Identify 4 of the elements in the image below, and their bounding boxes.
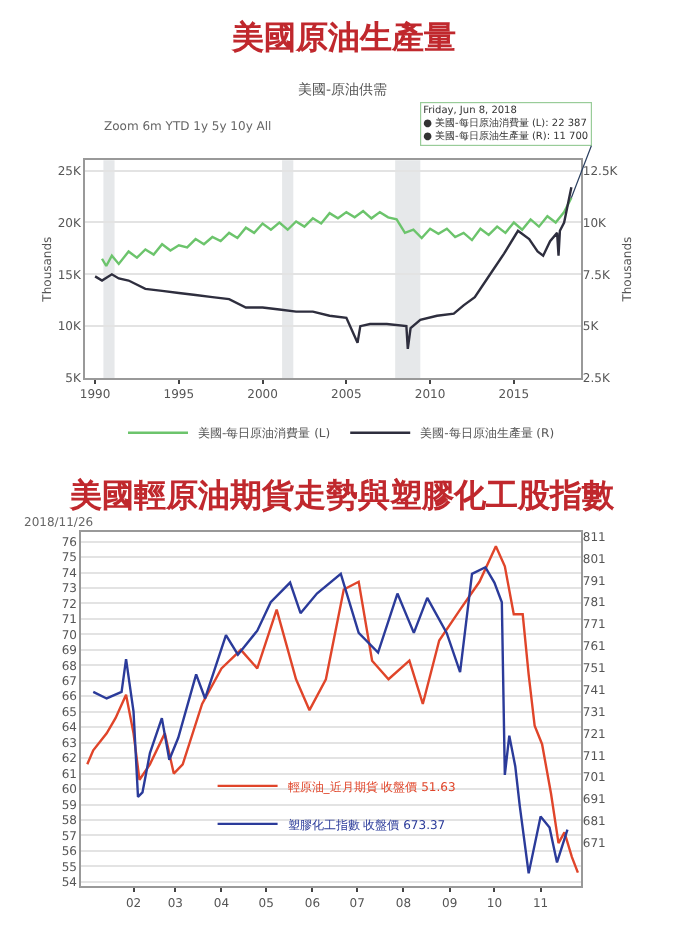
chart-title: 美國原油生產量 bbox=[230, 18, 456, 56]
line-series bbox=[93, 186, 573, 351]
line-series bbox=[100, 196, 573, 268]
chart-title: 美國輕原油期貨走勢與塑膠化工股指數 bbox=[68, 476, 616, 514]
